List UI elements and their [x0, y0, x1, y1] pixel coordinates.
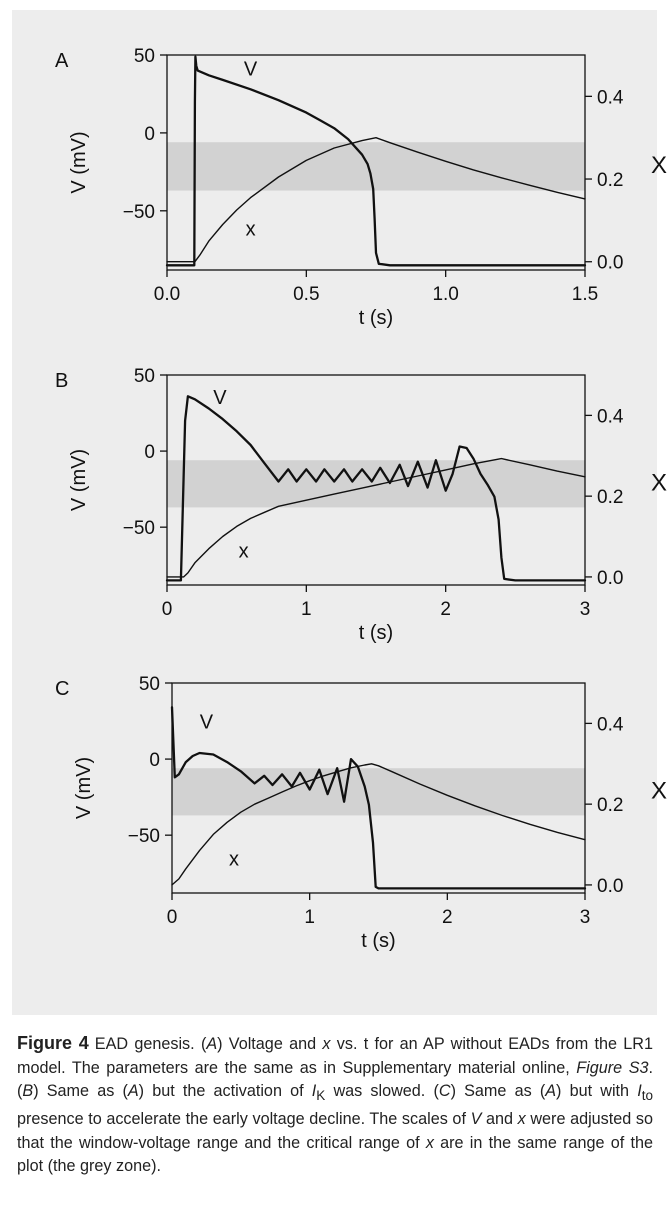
y-tick-label: 50 — [139, 674, 160, 695]
caption-text: was slowed. ( — [325, 1082, 439, 1101]
caption-text: to — [641, 1088, 653, 1104]
series-x-line — [171, 763, 586, 886]
x-tick-label: 0.5 — [293, 284, 319, 305]
y2-tick-label: 0.2 — [597, 795, 623, 816]
x-axis-label: t (s) — [359, 622, 393, 644]
x-tick-label: 2 — [440, 599, 451, 620]
y-tick-label: 0 — [144, 124, 155, 145]
y-tick-label: 50 — [134, 46, 155, 67]
series-x-line — [166, 136, 586, 263]
caption-text: A — [545, 1082, 557, 1101]
caption-figure-label: Figure 4 — [17, 1033, 89, 1053]
x-tick-label: 1 — [304, 907, 315, 928]
y2-tick-label: 0.4 — [597, 714, 624, 735]
curve-annotation: V — [200, 712, 214, 734]
chart-panel-b: 50 0 −50 0.0 0.2 0.4 0 1 2 3 t (s) V (mV) X B Vx — [55, 366, 667, 644]
caption-text: Figure S3 — [576, 1058, 649, 1077]
y2-tick-label: 0.2 — [597, 170, 623, 191]
x-tick-label: 1.0 — [432, 284, 458, 305]
x-tick-label: 0 — [162, 599, 173, 620]
y-tick-label: −50 — [128, 826, 160, 847]
chart-panel-a: 50 0 −50 0.0 0.2 0.4 0.0 0.5 1.0 1.5 t (s) V (mV) X A… — [55, 46, 667, 329]
caption-text: A — [206, 1035, 218, 1053]
y2-tick-label: 0.0 — [597, 568, 623, 589]
caption-text: x — [322, 1035, 331, 1053]
y2-tick-label: 0.2 — [597, 487, 623, 508]
curve-annotation: V — [213, 387, 227, 409]
curve-annotation: x — [246, 219, 256, 241]
plot-frame — [166, 374, 586, 586]
series-x-line — [166, 457, 586, 578]
series-v-line — [165, 395, 587, 582]
grey-zone-band — [167, 460, 585, 508]
caption-text: I — [311, 1082, 317, 1101]
y2-tick-label: 0.0 — [597, 253, 623, 274]
y-tick-label: 0 — [149, 750, 160, 771]
panel-label: C — [55, 678, 69, 700]
x-axis-label: t (s) — [359, 307, 393, 329]
y2-axis-label: X — [651, 470, 667, 497]
y2-axis-label: X — [651, 152, 667, 179]
caption-text: ) but the activation of — [138, 1082, 312, 1101]
caption-text: . ( — [17, 1058, 653, 1101]
y2-axis-label: X — [651, 778, 667, 805]
caption-text: ) Same as ( — [33, 1082, 128, 1101]
y-tick-label: −50 — [123, 202, 155, 223]
caption-text: vs. t for an AP without EADs from the LR… — [17, 1035, 653, 1077]
x-tick-label: 3 — [580, 907, 591, 928]
caption-text: ) Same as ( — [450, 1082, 546, 1101]
caption-text: x — [517, 1110, 526, 1129]
x-tick-label: 2 — [442, 907, 453, 928]
caption-text: and — [481, 1110, 518, 1129]
caption-text: ( — [200, 1035, 207, 1053]
y-tick-label: 0 — [144, 442, 155, 463]
caption-text: B — [22, 1082, 34, 1101]
series-v-line — [170, 706, 587, 890]
curve-annotation: V — [244, 58, 258, 80]
chart-panel-c: 50 0 −50 0.0 0.2 0.4 0 1 2 3 t (s) V (mV) X C Vx — [55, 674, 667, 952]
y-axis-label: V (mV) — [68, 131, 90, 193]
grey-zone-band — [167, 142, 585, 191]
caption-text: K — [316, 1088, 326, 1104]
x-tick-label: 1 — [301, 599, 312, 620]
curve-annotation: x — [229, 849, 239, 871]
curve-annotation: x — [239, 541, 249, 563]
y-axis-label: V (mV) — [68, 449, 90, 511]
plot-frame — [166, 54, 586, 271]
x-tick-label: 1.5 — [572, 284, 598, 305]
y2-tick-label: 0.4 — [597, 406, 624, 427]
y-tick-label: 50 — [134, 366, 155, 387]
figure-caption: Figure 4 EAD genesis. (A) Voltage and x v… — [17, 1032, 653, 1179]
x-tick-label: 0.0 — [154, 284, 180, 305]
x-tick-label: 0 — [167, 907, 178, 928]
y2-tick-label: 0.4 — [597, 87, 624, 108]
y-tick-label: −50 — [123, 518, 155, 539]
caption-text: A — [127, 1082, 139, 1101]
y2-tick-label: 0.0 — [597, 876, 623, 897]
panel-label: B — [55, 370, 68, 392]
plot-frame — [171, 682, 586, 894]
caption-text: x — [425, 1133, 434, 1152]
caption-title: EAD genesis. — [94, 1035, 195, 1053]
caption-text: presence to accelerate the early voltage… — [17, 1110, 471, 1129]
x-axis-label: t (s) — [361, 930, 395, 952]
caption-text: are in the same range of the plot (the g… — [17, 1133, 653, 1176]
caption-text: C — [438, 1082, 451, 1101]
caption-text: were adjusted so that the window-voltage… — [17, 1110, 653, 1152]
series-v-line — [165, 55, 587, 267]
grey-zone-band — [172, 768, 585, 816]
caption-text: I — [637, 1082, 642, 1101]
caption-text: ) but with — [556, 1082, 638, 1101]
panel-label: A — [55, 50, 69, 72]
y-axis-label: V (mV) — [73, 757, 95, 819]
x-tick-label: 3 — [580, 599, 591, 620]
caption-text: V — [470, 1110, 482, 1129]
caption-text: ) Voltage and — [217, 1035, 323, 1053]
